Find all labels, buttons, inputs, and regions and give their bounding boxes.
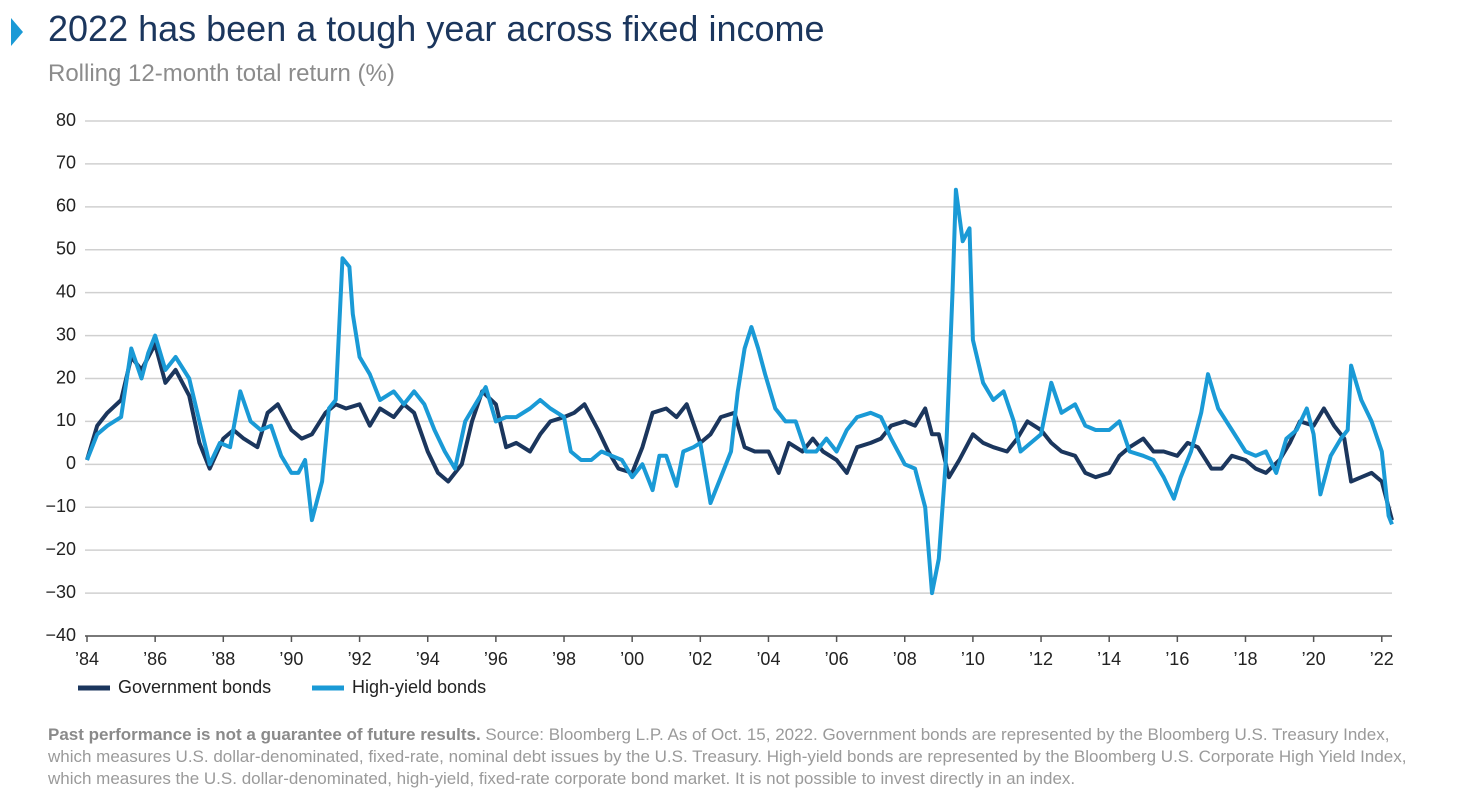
title-marker (11, 18, 23, 46)
x-tick-label: ’96 (484, 649, 508, 669)
y-tick-label: 70 (56, 153, 76, 173)
footnote-bold: Past performance is not a guarantee of f… (48, 725, 481, 744)
x-tick-label: ’04 (756, 649, 780, 669)
legend-label: High-yield bonds (352, 677, 486, 697)
x-tick-label: ’14 (1097, 649, 1121, 669)
y-tick-label: 20 (56, 367, 76, 387)
chart: −40 −30 −20 −10 0 10 20 30 40 50 60 70 80 ’84 ’86 ’88 ’9… (45, 110, 1394, 697)
x-tick-label: ’94 (416, 649, 440, 669)
x-tick-label: ’16 (1165, 649, 1189, 669)
y-tick-label: 60 (56, 196, 76, 216)
x-tick-label: ’20 (1302, 649, 1326, 669)
y-tick-label: −30 (45, 582, 76, 602)
y-tick-label: −40 (45, 625, 76, 645)
x-tick-label: ’02 (688, 649, 712, 669)
legend-label: Government bonds (118, 677, 271, 697)
x-tick-label: ’84 (75, 649, 99, 669)
x-tick-label: ’92 (348, 649, 372, 669)
x-tick-label: ’86 (143, 649, 167, 669)
y-tick-label: 40 (56, 281, 76, 301)
x-tick-label: ’08 (893, 649, 917, 669)
x-tick-label: ’06 (825, 649, 849, 669)
y-tick-label: 10 (56, 410, 76, 430)
footnote-text: Source: Bloomberg L.P. As of Oct. 15, 20… (48, 725, 1407, 788)
x-tick-label: ’90 (279, 649, 303, 669)
y-tick-label: 0 (66, 453, 76, 473)
y-tick-label: −20 (45, 539, 76, 559)
y-tick-label: −10 (45, 496, 76, 516)
x-tick-label: ’10 (961, 649, 985, 669)
y-tick-label: 50 (56, 239, 76, 259)
x-tick-label: ’00 (620, 649, 644, 669)
chart-title: 2022 has been a tough year across fixed … (48, 8, 825, 49)
series-line (85, 342, 1394, 521)
x-tick-label: ’18 (1233, 649, 1257, 669)
chart-subtitle: Rolling 12-month total return (%) (48, 60, 395, 87)
x-tick-label: ’98 (552, 649, 576, 669)
x-tick-label: ’88 (211, 649, 235, 669)
footnote: Past performance is not a guarantee of f… (48, 724, 1428, 790)
y-tick-label: 80 (56, 110, 76, 130)
series-line (85, 187, 1394, 596)
x-tick-label: ’12 (1029, 649, 1053, 669)
x-tick-label: ’22 (1370, 649, 1394, 669)
y-tick-label: 30 (56, 324, 76, 344)
